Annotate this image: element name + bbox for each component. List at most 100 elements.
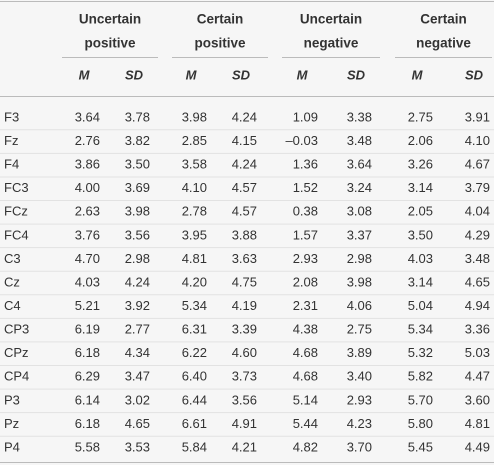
cell: 2.63 bbox=[75, 204, 100, 219]
column-header: SD bbox=[125, 67, 144, 82]
cell: 4.04 bbox=[465, 204, 490, 219]
column-header: M bbox=[297, 67, 309, 82]
cell: 6.19 bbox=[75, 322, 100, 337]
column-header: SD bbox=[465, 67, 484, 82]
cell: 4.34 bbox=[125, 345, 150, 360]
cell: 2.75 bbox=[347, 322, 372, 337]
cell: 4.49 bbox=[465, 439, 490, 454]
cell: 3.37 bbox=[347, 227, 372, 242]
cell: 2.05 bbox=[408, 204, 433, 219]
row-label: FC4 bbox=[4, 227, 29, 242]
cell: 2.93 bbox=[293, 251, 318, 266]
cell: 3.40 bbox=[347, 369, 372, 384]
cell: 3.88 bbox=[232, 227, 257, 242]
cell: 4.38 bbox=[293, 322, 318, 337]
cell: 4.60 bbox=[232, 345, 257, 360]
cell: 2.78 bbox=[182, 204, 207, 219]
cell: 4.81 bbox=[182, 251, 207, 266]
cell: 4.57 bbox=[232, 204, 257, 219]
cell: 3.24 bbox=[347, 180, 372, 195]
cell: 0.38 bbox=[293, 204, 318, 219]
cell: 3.98 bbox=[182, 109, 207, 124]
cell: 5.03 bbox=[465, 345, 490, 360]
cell: 4.06 bbox=[347, 298, 372, 313]
row-label: CP3 bbox=[4, 322, 29, 337]
cell: 4.91 bbox=[232, 416, 257, 431]
cell: 5.45 bbox=[408, 439, 433, 454]
cell: 4.75 bbox=[232, 274, 257, 289]
cell: 4.82 bbox=[293, 439, 318, 454]
cell: 4.29 bbox=[465, 227, 490, 242]
cell: 5.44 bbox=[293, 416, 318, 431]
row-label: Pz bbox=[4, 416, 19, 431]
cell: 5.82 bbox=[408, 369, 433, 384]
cell: 3.14 bbox=[408, 274, 433, 289]
cell: 4.65 bbox=[465, 274, 490, 289]
cell: 1.09 bbox=[293, 109, 318, 124]
row-label: C4 bbox=[4, 298, 21, 313]
cell: 4.21 bbox=[232, 439, 257, 454]
cell: 4.68 bbox=[293, 345, 318, 360]
column-header: SD bbox=[347, 67, 366, 82]
cell: 4.70 bbox=[75, 251, 100, 266]
cell: 2.77 bbox=[125, 322, 150, 337]
cell: 6.44 bbox=[182, 392, 207, 407]
cell: 2.75 bbox=[408, 109, 433, 124]
cell: 4.24 bbox=[232, 109, 257, 124]
cell: 6.29 bbox=[75, 369, 100, 384]
cell: 3.95 bbox=[182, 227, 207, 242]
cell: 3.64 bbox=[347, 157, 372, 172]
cell: 3.64 bbox=[75, 109, 100, 124]
cell: 3.02 bbox=[125, 392, 150, 407]
cell: 3.58 bbox=[182, 157, 207, 172]
cell: 1.36 bbox=[293, 157, 318, 172]
cell: 3.53 bbox=[125, 439, 150, 454]
cell: 4.65 bbox=[125, 416, 150, 431]
row-label: Fz bbox=[4, 133, 18, 148]
cell: 2.31 bbox=[293, 298, 318, 313]
cell: 4.00 bbox=[75, 180, 100, 195]
group-header: Certain bbox=[197, 12, 244, 27]
cell: 3.76 bbox=[75, 227, 100, 242]
group-header: Uncertain bbox=[79, 12, 141, 27]
cell: 3.50 bbox=[408, 227, 433, 242]
cell: 4.23 bbox=[347, 416, 372, 431]
cell: 3.63 bbox=[232, 251, 257, 266]
cell: 3.98 bbox=[125, 204, 150, 219]
cell: 3.48 bbox=[465, 251, 490, 266]
row-label: P4 bbox=[4, 439, 20, 454]
cell: 3.73 bbox=[232, 369, 257, 384]
cell: 3.82 bbox=[125, 133, 150, 148]
column-header: M bbox=[79, 67, 91, 82]
cell: 4.68 bbox=[293, 369, 318, 384]
cell: 4.19 bbox=[232, 298, 257, 313]
cell: 2.98 bbox=[125, 251, 150, 266]
cell: 4.10 bbox=[182, 180, 207, 195]
cell: 5.34 bbox=[182, 298, 207, 313]
cell: 3.39 bbox=[232, 322, 257, 337]
cell: 3.38 bbox=[347, 109, 372, 124]
cell: 2.98 bbox=[347, 251, 372, 266]
cell: 1.52 bbox=[293, 180, 318, 195]
cell: 3.56 bbox=[232, 392, 257, 407]
row-label: F3 bbox=[4, 109, 19, 124]
cell: 4.20 bbox=[182, 274, 207, 289]
cell: 2.85 bbox=[182, 133, 207, 148]
cell: 5.70 bbox=[408, 392, 433, 407]
cell: 3.47 bbox=[125, 369, 150, 384]
cell: 2.06 bbox=[408, 133, 433, 148]
cell: 5.32 bbox=[408, 345, 433, 360]
cell: 5.84 bbox=[182, 439, 207, 454]
row-label: C3 bbox=[4, 251, 21, 266]
cell: 5.34 bbox=[408, 322, 433, 337]
row-label: FC3 bbox=[4, 180, 29, 195]
cell: 4.57 bbox=[232, 180, 257, 195]
cell: 3.48 bbox=[347, 133, 372, 148]
cell: 5.80 bbox=[408, 416, 433, 431]
cell: 3.91 bbox=[465, 109, 490, 124]
cell: 4.03 bbox=[408, 251, 433, 266]
cell: –0.03 bbox=[285, 133, 318, 148]
cell: 3.89 bbox=[347, 345, 372, 360]
